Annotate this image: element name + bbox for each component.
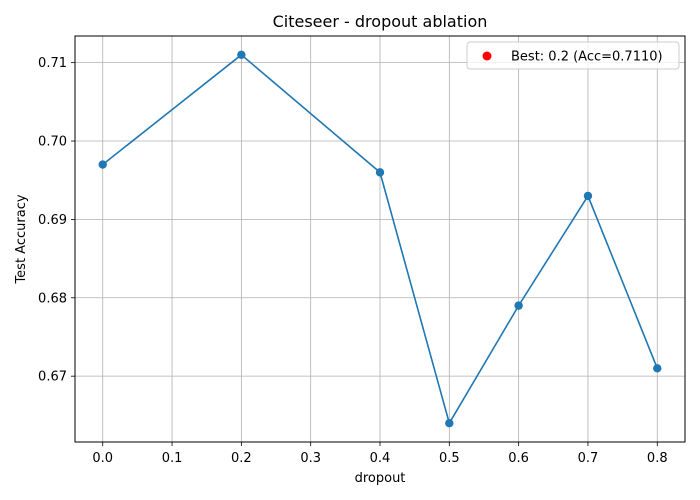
y-tick-label: 0.69 (38, 213, 67, 228)
x-tick-label: 0.3 (300, 451, 321, 466)
data-point (445, 418, 454, 428)
x-tick-label: 0.1 (162, 451, 183, 466)
x-tick-label: 0.4 (370, 451, 391, 466)
series-layer (98, 50, 662, 428)
y-tick-label: 0.67 (38, 370, 67, 385)
data-point (653, 364, 662, 373)
data-point (514, 301, 523, 310)
x-tick-label: 0.8 (647, 451, 668, 466)
legend-marker-best (482, 51, 492, 61)
x-tick-label: 0.7 (578, 451, 599, 466)
y-axis-label: Test Accuracy (14, 194, 29, 284)
y-axis-ticks: 0.67 0.68 0.69 0.70 0.71 (38, 56, 75, 385)
data-point (375, 168, 385, 177)
x-tick-label: 0.6 (508, 451, 529, 466)
chart-title: Citeseer - dropout ablation (273, 12, 488, 31)
data-point (98, 160, 107, 169)
y-tick-label: 0.70 (38, 135, 67, 150)
x-axis-ticks: 0.0 0.1 0.2 0.3 0.4 0.5 0.6 0.7 0.8 (92, 442, 668, 466)
y-tick-label: 0.71 (38, 56, 67, 71)
data-point (237, 50, 246, 60)
legend-box (466, 41, 680, 70)
y-tick-label: 0.68 (38, 291, 67, 306)
legend: Best: 0.2 (Acc=0.7110) (466, 41, 680, 70)
x-axis-label: dropout (355, 471, 406, 486)
legend-label-best: Best: 0.2 (Acc=0.7110) (511, 50, 663, 65)
data-point (583, 191, 593, 201)
x-tick-label: 0.2 (231, 451, 252, 466)
x-tick-label: 0.5 (439, 451, 460, 466)
x-tick-label: 0.0 (92, 451, 113, 466)
